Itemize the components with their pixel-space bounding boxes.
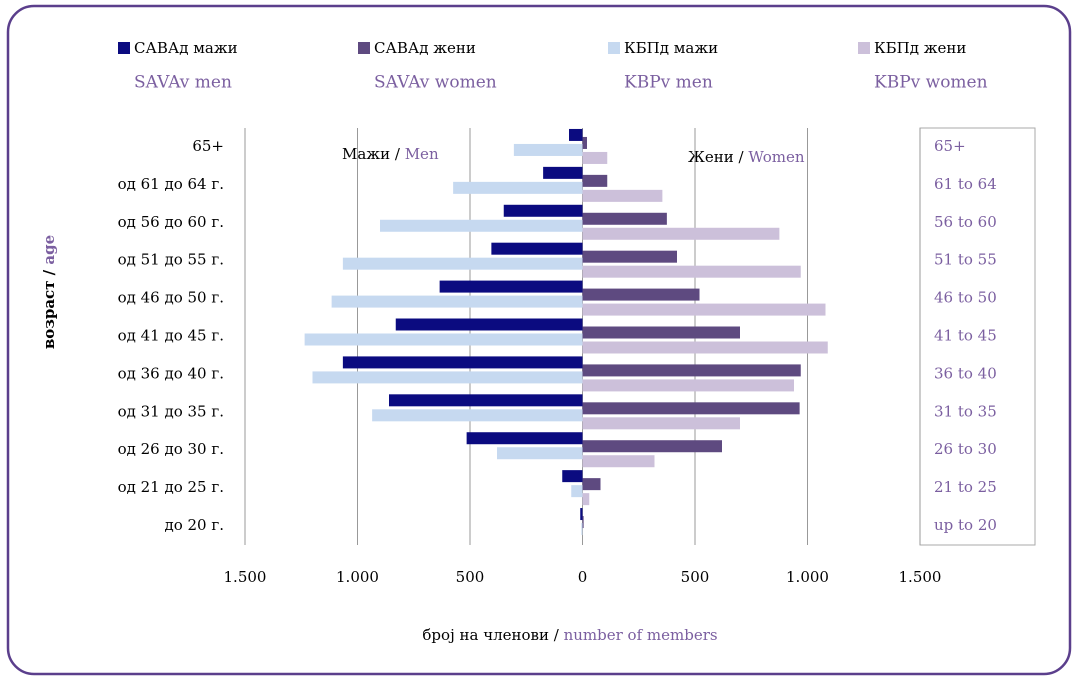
y-tick-label-en: 36 to 40	[934, 364, 997, 382]
y-tick-label-en: up to 20	[934, 516, 997, 534]
bar	[582, 265, 801, 278]
y-tick-label: до 20 г.	[164, 516, 224, 534]
y-tick-label: од 61 до 64 г.	[118, 175, 224, 193]
bar	[582, 402, 800, 415]
bar	[491, 242, 583, 255]
bar	[439, 280, 583, 293]
bar	[582, 455, 655, 468]
legend-label-en: SAVAv women	[374, 73, 497, 93]
legend-label: КБПд жени	[874, 39, 966, 57]
bar	[582, 516, 584, 529]
bar	[582, 136, 587, 149]
y-tick-label: 65+	[192, 137, 224, 155]
bar	[571, 485, 583, 498]
legend-swatch	[118, 42, 130, 54]
bar	[304, 333, 583, 346]
bar	[582, 440, 722, 453]
bar	[503, 204, 583, 217]
y-tick-label: од 21 до 25 г.	[118, 478, 224, 496]
y-axis-title: возраст / age	[40, 235, 58, 349]
bar	[582, 227, 780, 240]
y-tick-label-en: 26 to 30	[934, 440, 997, 458]
bar	[380, 219, 583, 232]
women-label: Жени / Women	[688, 148, 805, 166]
bar	[342, 257, 583, 270]
bar	[582, 303, 826, 316]
bar	[582, 212, 667, 225]
men-label-en: Men	[405, 145, 439, 163]
bar	[466, 432, 583, 445]
y-tick-label-en: 31 to 35	[934, 402, 997, 420]
x-tick-label: 500	[456, 568, 485, 586]
legend-swatch	[858, 42, 870, 54]
y-tick-label-en: 41 to 45	[934, 327, 997, 345]
bar	[453, 181, 583, 194]
legend-swatch	[358, 42, 370, 54]
bar	[582, 341, 828, 354]
legend-label: САВАд мажи	[134, 39, 238, 57]
legend-swatch	[608, 42, 620, 54]
legend-label: САВАд жени	[374, 39, 476, 57]
bar	[582, 288, 700, 301]
y-tick-label-en: 46 to 50	[934, 289, 997, 307]
y-tick-label: од 51 до 55 г.	[118, 251, 224, 269]
y-tick-label: од 26 до 30 г.	[118, 440, 224, 458]
bar	[543, 166, 583, 179]
legend-label-en: SAVAv men	[134, 73, 232, 93]
legend-label-en: KBPv women	[874, 73, 988, 93]
men-label-text: Мажи /	[342, 145, 401, 163]
bar	[342, 356, 583, 369]
bar	[569, 128, 583, 141]
men-label: Мажи / Men	[342, 145, 439, 163]
bar	[582, 478, 601, 491]
bar	[582, 250, 677, 263]
legend-label: КБПд мажи	[624, 39, 718, 57]
y-tick-label-en: 56 to 60	[934, 213, 997, 231]
bar	[582, 364, 801, 377]
legend-label-en: KBPv men	[624, 73, 713, 93]
bar	[582, 326, 740, 339]
bar	[582, 493, 590, 506]
bar	[581, 523, 583, 536]
bar	[580, 508, 583, 521]
x-tick-label: 1.500	[899, 568, 942, 586]
x-tick-label: 500	[681, 568, 710, 586]
y-tick-label: од 36 до 40 г.	[118, 364, 224, 382]
x-title-en: number of members	[564, 626, 718, 644]
women-label-en: Women	[748, 148, 805, 166]
y-tick-label-en: 61 to 64	[934, 175, 997, 193]
y-tick-label: од 46 до 50 г.	[118, 289, 224, 307]
x-axis-title: број на членови / number of members	[422, 626, 717, 644]
bar	[582, 379, 794, 392]
bar	[582, 151, 608, 164]
bar	[395, 318, 583, 331]
y-title-en: age	[40, 235, 58, 265]
y-tick-label-en: 65+	[934, 137, 966, 155]
x-tick-label: 0	[578, 568, 588, 586]
y-tick-label-en: 51 to 55	[934, 251, 997, 269]
y-title-text: возраст /	[40, 269, 58, 349]
bar	[582, 174, 608, 187]
bar	[389, 394, 583, 407]
y-tick-label-en: 21 to 25	[934, 478, 997, 496]
bar	[513, 143, 583, 156]
women-label-text: Жени /	[688, 148, 744, 166]
bar	[497, 447, 583, 460]
bar	[331, 295, 583, 308]
y-tick-label: од 31 до 35 г.	[118, 402, 224, 420]
x-tick-label: 1.000	[336, 568, 379, 586]
bar	[562, 470, 583, 483]
y-tick-label: од 56 до 60 г.	[118, 213, 224, 231]
bar	[372, 409, 583, 422]
x-tick-label: 1.000	[786, 568, 829, 586]
bar	[312, 371, 583, 384]
bar	[582, 189, 663, 202]
x-tick-label: 1.500	[224, 568, 267, 586]
y-tick-label: од 41 до 45 г.	[118, 327, 224, 345]
x-title-text: број на членови /	[422, 626, 559, 644]
bar	[582, 417, 740, 430]
